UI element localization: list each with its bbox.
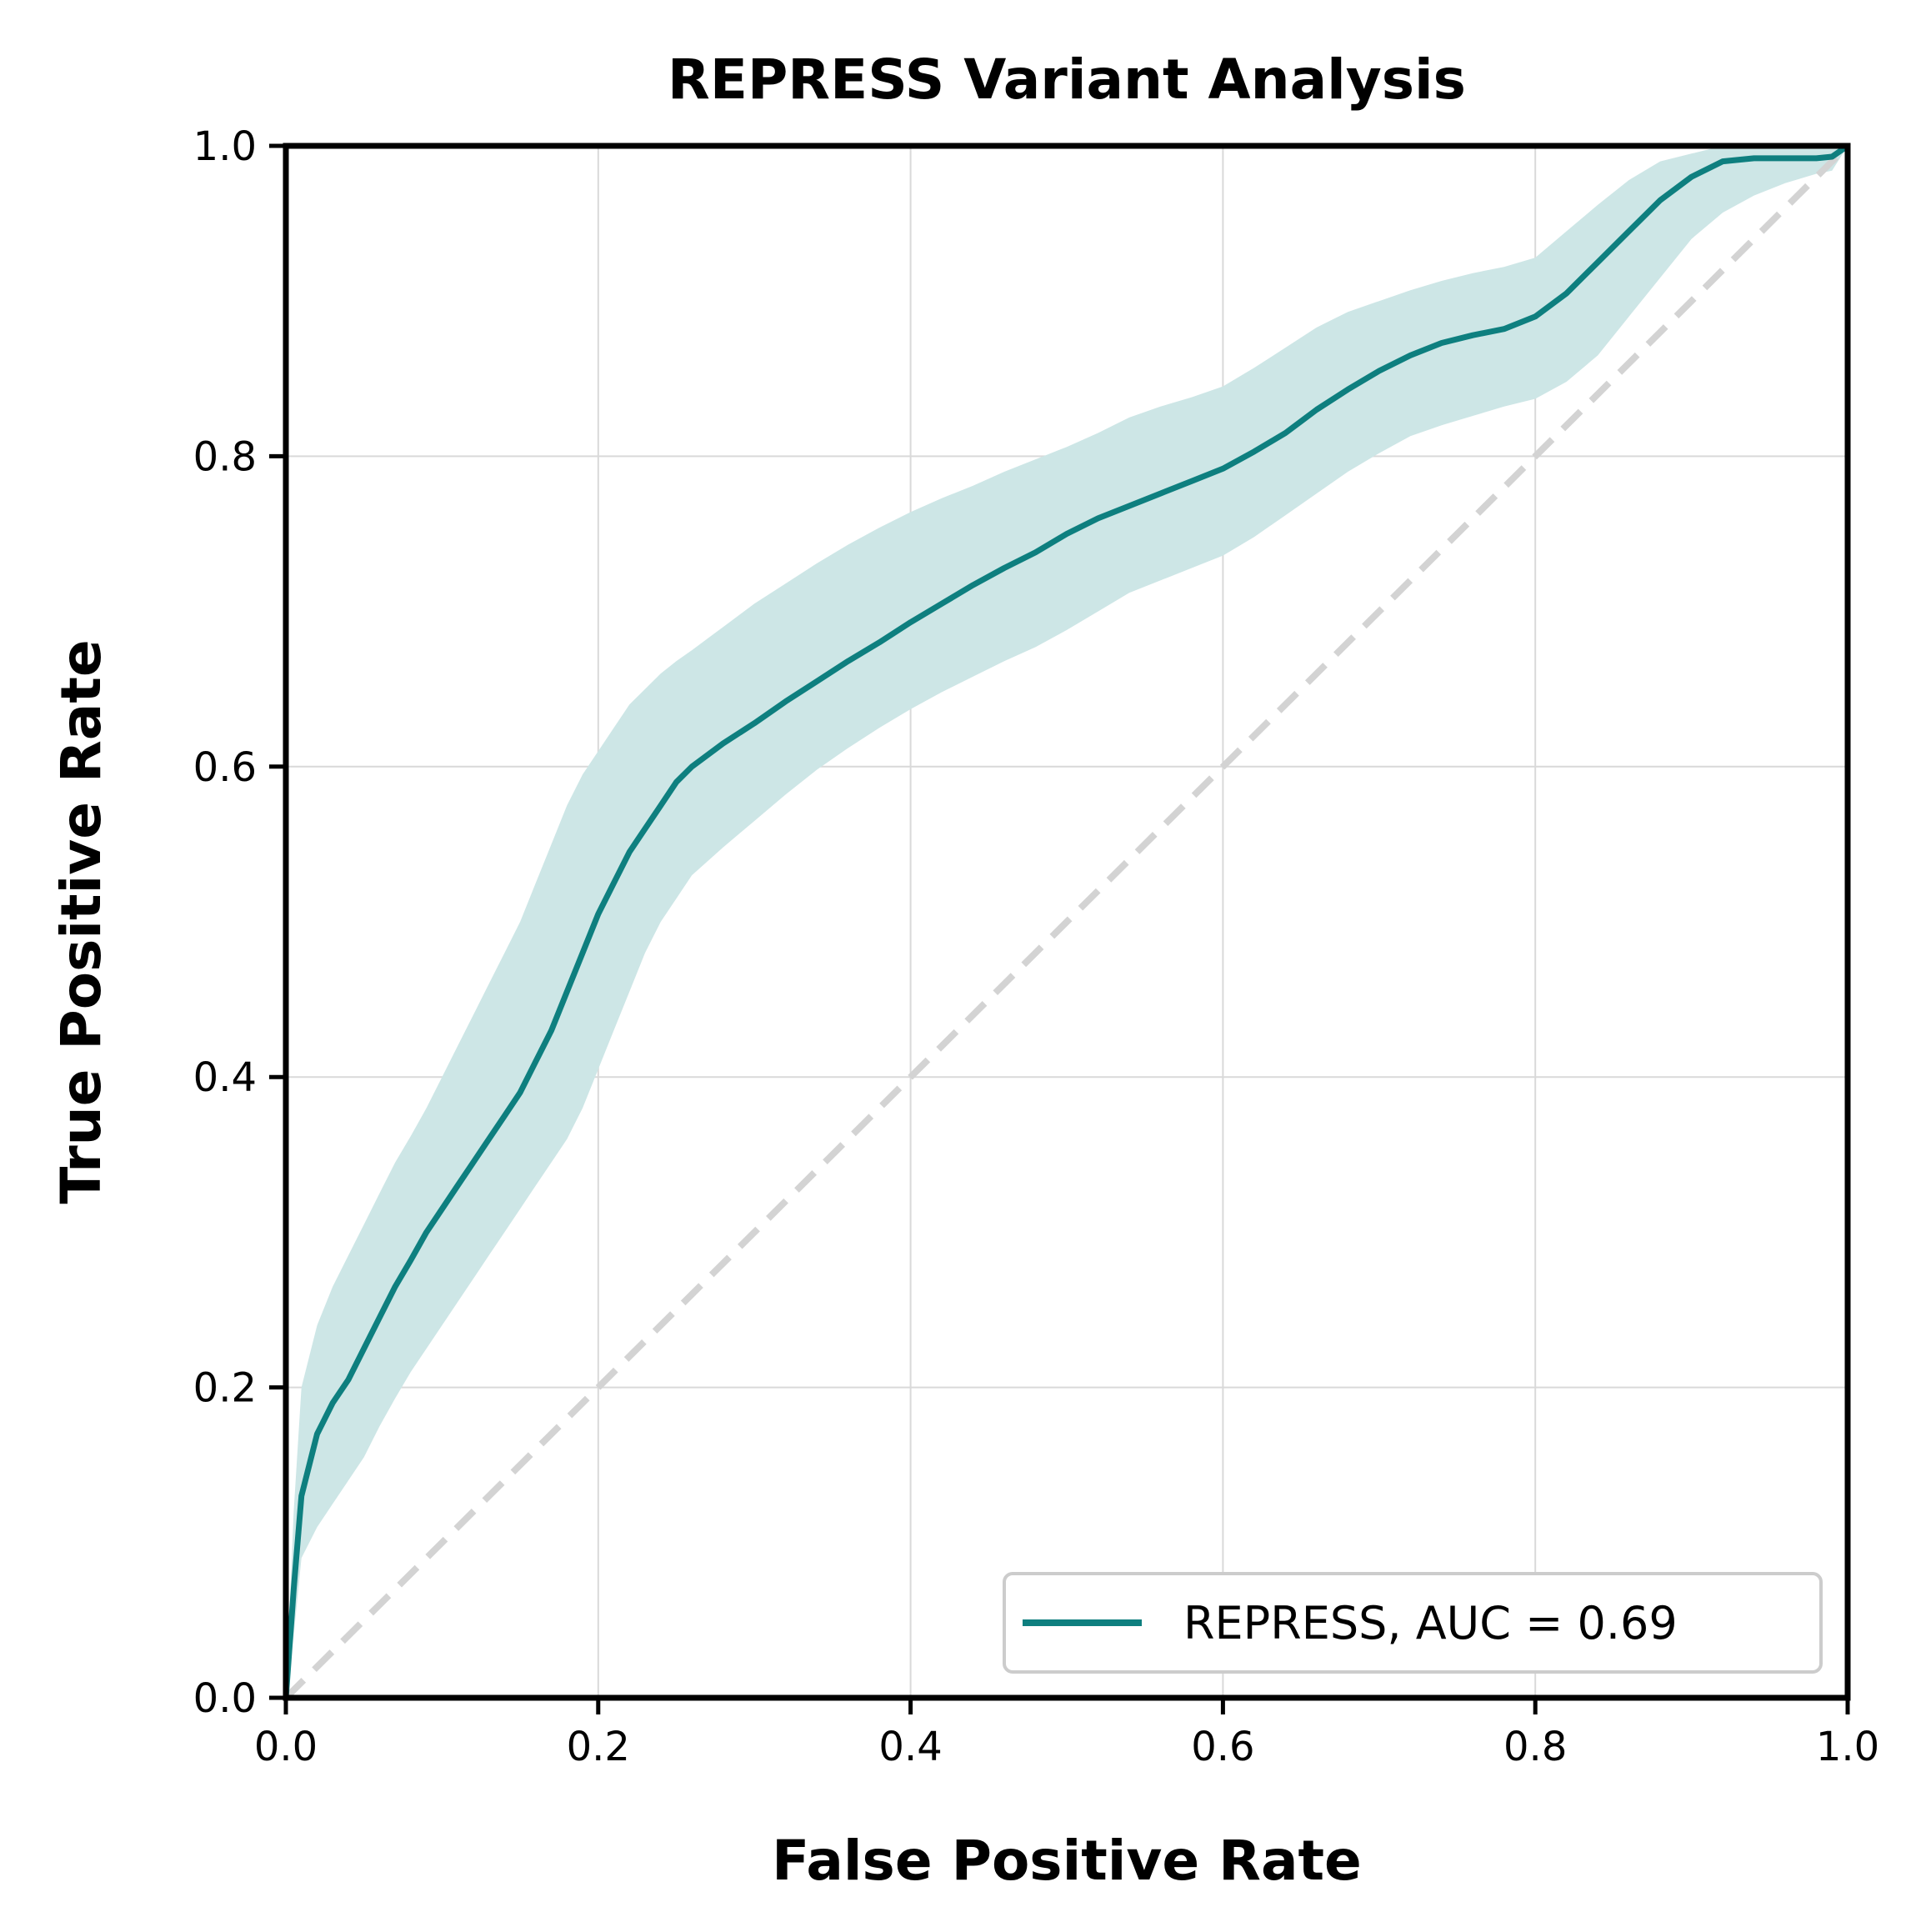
y-axis-ticks: 0.0 0.2 0.4 0.6 0.8 1.0 [193, 123, 286, 1722]
plot-frame [283, 143, 1851, 1701]
y-tick-label-4: 0.8 [193, 433, 257, 480]
x-axis-title: False Positive Rate [772, 1829, 1362, 1893]
chance-line [283, 143, 1850, 1700]
legend: REPRESS, AUC = 0.69 [1003, 1572, 1823, 1674]
x-tick-label-5: 1.0 [1816, 1724, 1879, 1770]
x-axis-ticks: 0.0 0.2 0.4 0.6 0.8 1.0 [254, 1698, 1879, 1770]
legend-label: REPRESS, AUC = 0.69 [1183, 1597, 1678, 1649]
roc-curve [283, 143, 1849, 1699]
y-tick-label-2: 0.4 [193, 1054, 257, 1101]
legend-box [1003, 1572, 1823, 1674]
y-tick-label-0: 0.0 [193, 1675, 257, 1722]
y-tick-label-5: 1.0 [193, 123, 257, 170]
y-tick-label-3: 0.6 [193, 744, 257, 791]
x-tick-label-4: 0.8 [1503, 1724, 1567, 1770]
x-tick-label-1: 0.2 [567, 1724, 630, 1770]
y-axis-title: True Positive Rate [49, 639, 113, 1204]
x-tick-label-2: 0.4 [878, 1724, 942, 1770]
y-tick-label-1: 0.2 [193, 1365, 257, 1412]
x-tick-label-3: 0.6 [1191, 1724, 1254, 1770]
chart-title: REPRESS Variant Analysis [668, 48, 1466, 112]
x-tick-label-0: 0.0 [254, 1724, 318, 1770]
